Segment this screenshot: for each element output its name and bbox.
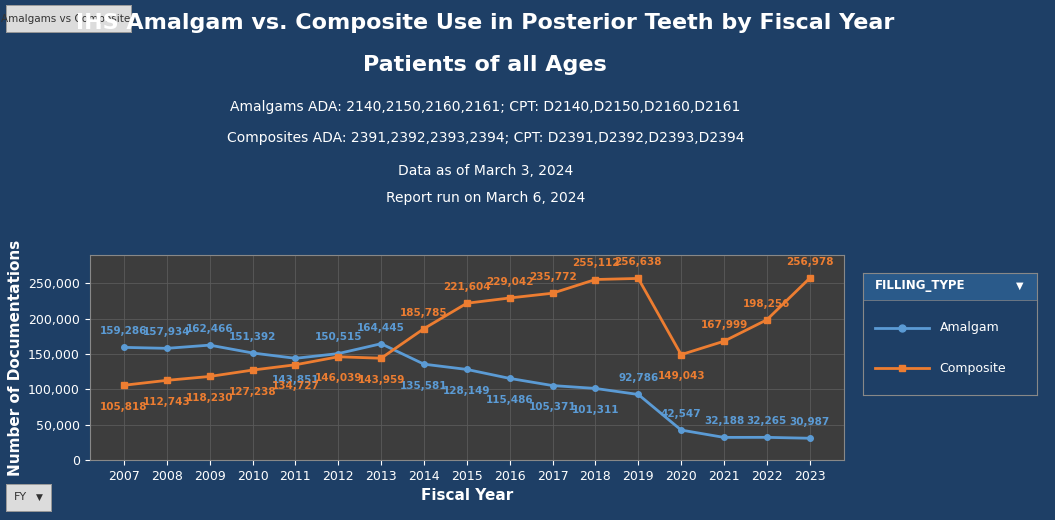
Amalgam (546, 382, 559, 388)
Composite (160, 377, 173, 383)
Text: 143,851: 143,851 (271, 375, 320, 385)
Amalgam (246, 350, 258, 356)
Text: 185,785: 185,785 (400, 307, 447, 318)
Text: 128,149: 128,149 (443, 386, 491, 396)
Text: 32,188: 32,188 (704, 417, 744, 426)
Amalgam (761, 434, 773, 440)
Text: 42,547: 42,547 (660, 409, 702, 419)
Text: 164,445: 164,445 (358, 322, 405, 333)
Amalgam (204, 342, 216, 348)
Composite (717, 338, 730, 344)
Amalgam (632, 392, 645, 398)
Text: 32,265: 32,265 (747, 416, 787, 426)
Amalgam (717, 434, 730, 440)
Text: 235,772: 235,772 (529, 272, 576, 282)
Composite (418, 326, 430, 332)
Composite (332, 354, 345, 360)
Composite (546, 290, 559, 296)
Text: FY: FY (14, 492, 27, 502)
Text: 134,727: 134,727 (271, 382, 320, 392)
Amalgam (503, 375, 516, 382)
Composite (246, 367, 258, 373)
Text: Report run on March 6, 2024: Report run on March 6, 2024 (386, 191, 584, 205)
Text: Composite: Composite (940, 362, 1006, 375)
Amalgam (375, 341, 387, 347)
Text: 105,818: 105,818 (100, 402, 148, 412)
Text: 229,042: 229,042 (486, 277, 534, 287)
Text: FILLING_TYPE: FILLING_TYPE (876, 279, 965, 292)
Text: Patients of all Ages: Patients of all Ages (363, 55, 608, 74)
Text: Composites ADA: 2391,2392,2393,2394; CPT: D2391,D2392,D2393,D2394: Composites ADA: 2391,2392,2393,2394; CPT… (227, 131, 744, 145)
Composite (375, 355, 387, 361)
Text: 101,311: 101,311 (572, 405, 619, 415)
X-axis label: Fiscal Year: Fiscal Year (421, 488, 513, 503)
Composite (632, 275, 645, 281)
Amalgam (589, 385, 601, 392)
Text: 150,515: 150,515 (314, 332, 362, 343)
Text: Data as of March 3, 2024: Data as of March 3, 2024 (398, 164, 573, 178)
Text: 151,392: 151,392 (229, 332, 276, 342)
Amalgam (461, 366, 474, 372)
Text: 115,486: 115,486 (486, 395, 534, 405)
Amalgam (418, 361, 430, 367)
Amalgam (289, 355, 302, 361)
Text: 198,256: 198,256 (743, 298, 790, 309)
Text: 146,039: 146,039 (314, 373, 362, 383)
Text: 256,638: 256,638 (614, 257, 663, 267)
Composite (461, 300, 474, 306)
Text: IHS Amalgam vs. Composite Use in Posterior Teeth by Fiscal Year: IHS Amalgam vs. Composite Use in Posteri… (76, 13, 895, 33)
Text: 143,959: 143,959 (358, 375, 405, 385)
Text: 105,371: 105,371 (529, 402, 576, 412)
Text: Amalgams vs Composites: Amalgams vs Composites (1, 14, 136, 24)
Text: 30,987: 30,987 (789, 417, 830, 427)
Text: 118,230: 118,230 (186, 393, 233, 403)
Text: Amalgam: Amalgam (940, 321, 999, 334)
Text: 221,604: 221,604 (443, 282, 491, 292)
Text: ▼: ▼ (36, 492, 43, 502)
Amalgam (804, 435, 817, 441)
Text: 112,743: 112,743 (142, 397, 191, 407)
Text: 159,286: 159,286 (100, 326, 148, 336)
Text: ▼: ▼ (1016, 281, 1023, 291)
Amalgam (160, 345, 173, 352)
Composite (117, 382, 130, 388)
Amalgam (117, 344, 130, 350)
Composite (503, 295, 516, 301)
Text: 92,786: 92,786 (618, 373, 658, 383)
Text: 149,043: 149,043 (657, 371, 705, 381)
Text: 157,934: 157,934 (143, 327, 191, 337)
Amalgam (332, 350, 345, 357)
Line: Composite: Composite (121, 276, 812, 388)
Text: 127,238: 127,238 (229, 387, 276, 397)
Composite (204, 373, 216, 380)
Bar (863, 273, 1037, 300)
Composite (761, 317, 773, 323)
Amalgam (675, 427, 688, 433)
Composite (289, 361, 302, 368)
Text: Amalgams ADA: 2140,2150,2160,2161; CPT: D2140,D2150,D2160,D2161: Amalgams ADA: 2140,2150,2160,2161; CPT: … (230, 100, 741, 114)
Y-axis label: Number of Documentations: Number of Documentations (7, 239, 22, 476)
Line: Amalgam: Amalgam (121, 341, 812, 441)
Text: 256,978: 256,978 (786, 257, 833, 267)
Composite (804, 275, 817, 281)
Text: 255,112: 255,112 (572, 258, 619, 268)
Text: 162,466: 162,466 (186, 324, 233, 334)
Text: 167,999: 167,999 (701, 320, 748, 330)
Composite (675, 352, 688, 358)
Composite (589, 277, 601, 283)
Text: 135,581: 135,581 (400, 381, 447, 391)
